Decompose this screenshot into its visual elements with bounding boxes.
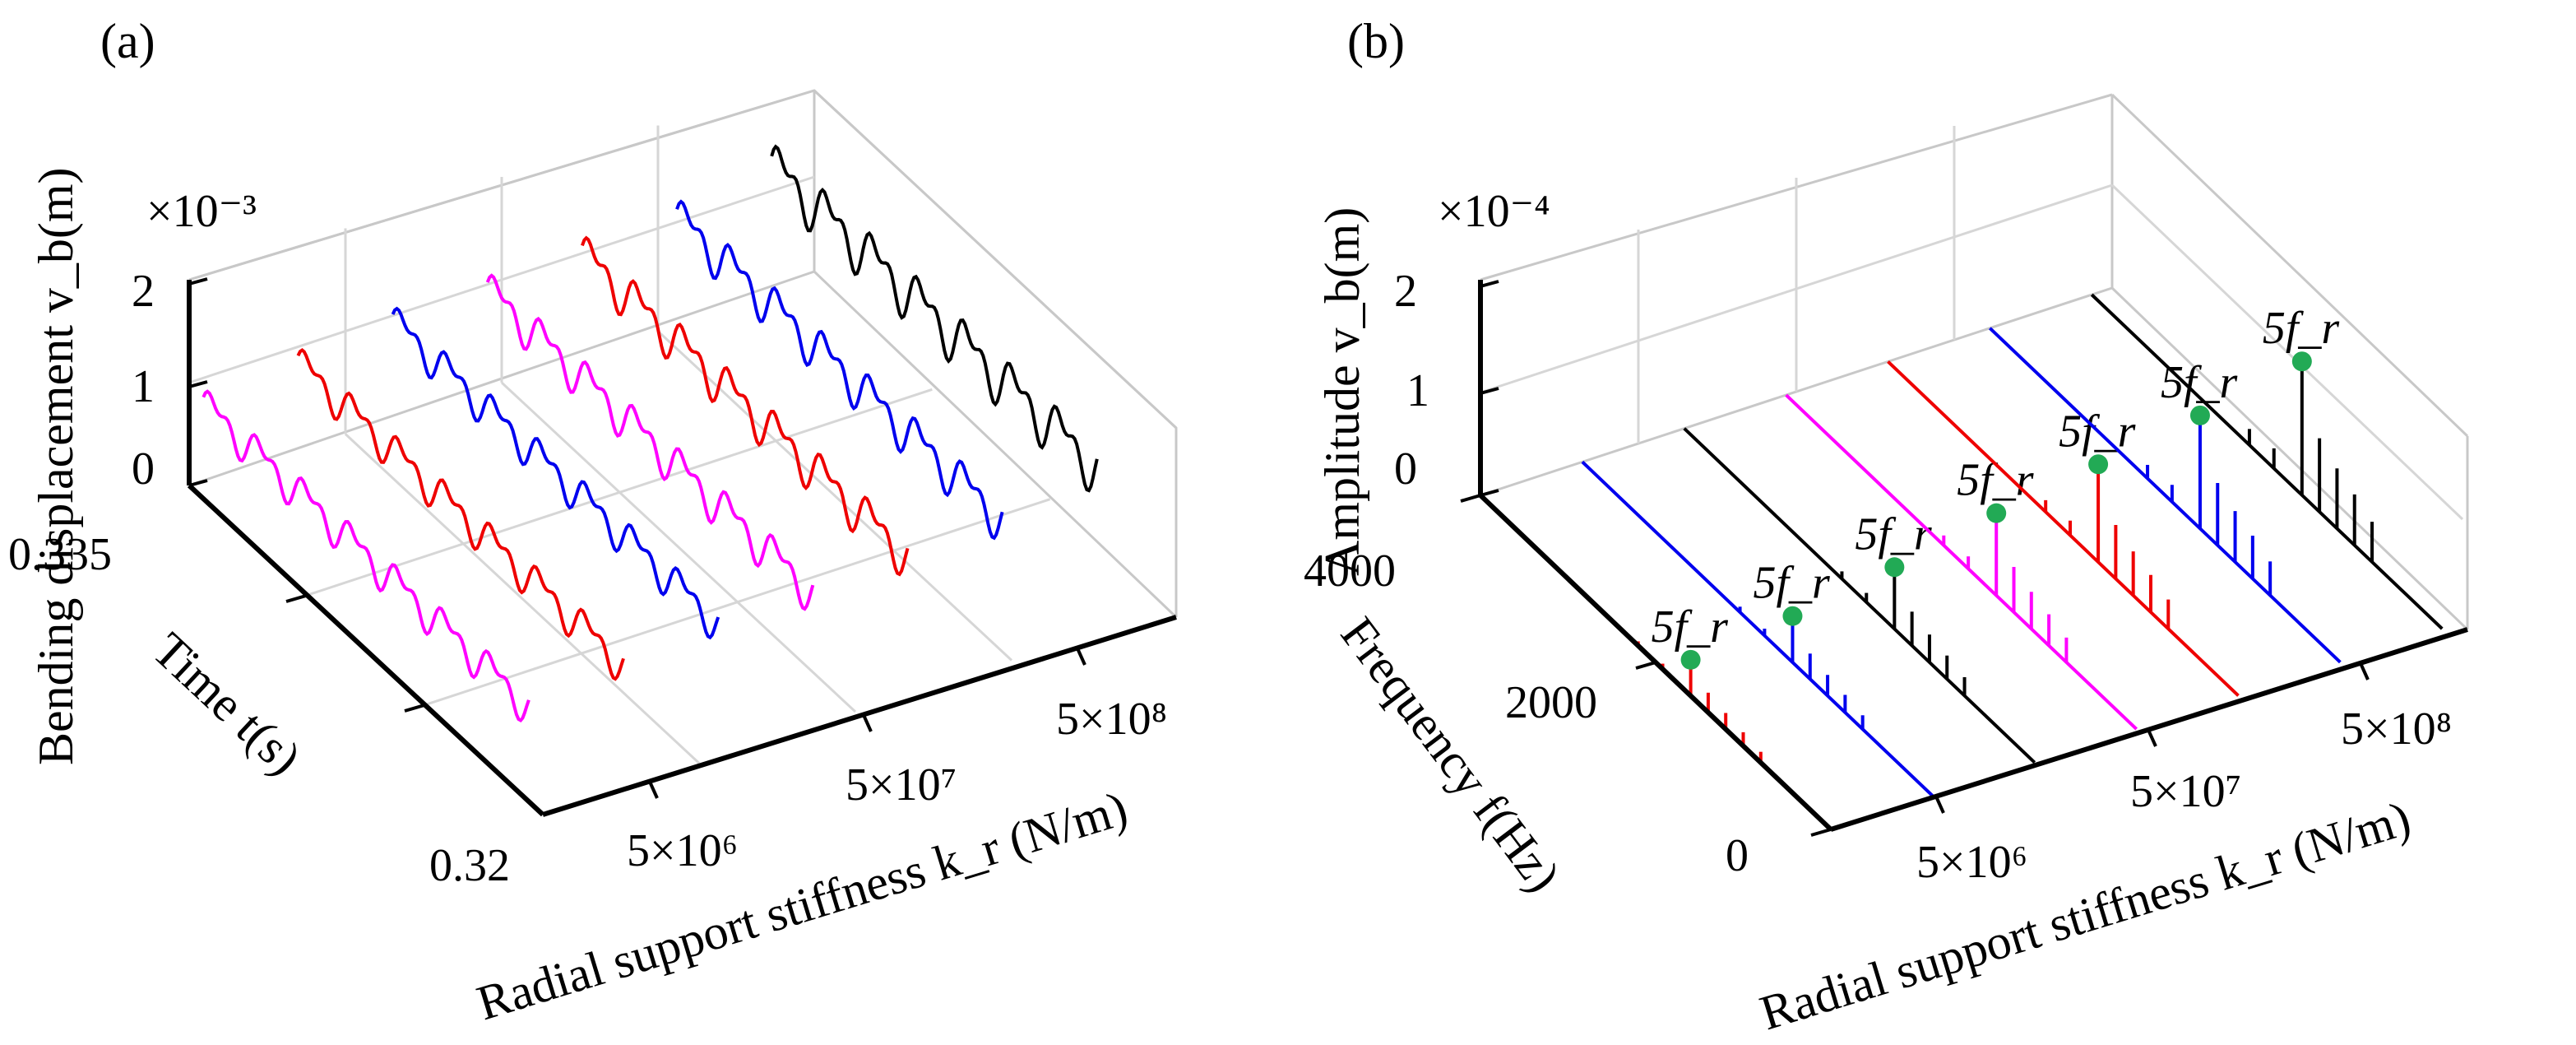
panel-a-stiffness-tick-1 [862, 714, 873, 732]
panel-a-stiffness-tick-label-1: 5×10⁷ [846, 759, 957, 810]
panel-a-z-tick-2 [188, 277, 208, 286]
panel-b-spectrum-baseline-7 [2090, 293, 2444, 630]
panel-b-frequency-tick-label-0: 4000 [1304, 546, 1396, 597]
panel-a-stiffness-tick-2 [1076, 648, 1086, 666]
panel-b-peak-marker-3 [1884, 557, 1905, 578]
panel-b-stiffness-tick-label-2: 5×10⁸ [2341, 704, 2452, 755]
panel-b-grid-line [1480, 183, 2113, 394]
panel-b-z-tick-2 [1480, 280, 1499, 288]
panel-a-z-tick-0 [188, 479, 208, 487]
panel-b-series: 5f_r5f_r5f_r5f_r5f_r5f_r5f_r [1479, 293, 2444, 831]
panel-b-label: (b) [1347, 14, 1405, 68]
panel-b-spectrum-baseline-4 [1785, 393, 2138, 731]
panel-b-z-tick-label-0: 0 [1394, 444, 1417, 495]
panel-a-time-axis [187, 483, 545, 817]
panel-a-z-multiplier: ×10⁻³ [146, 186, 257, 237]
panel-a-grid-line [656, 330, 1013, 662]
panel-b-z-tick-label-1: 1 [1406, 365, 1429, 416]
panel-b-grid [1480, 126, 2464, 521]
panel-a-z-tick-label-0: 0 [132, 444, 155, 495]
panel-b-stiffness-tick-1 [2147, 729, 2157, 747]
panel-b-z-multiplier: ×10⁻⁴ [1438, 186, 1550, 237]
panel-b-stiffness-axis [1830, 627, 2468, 832]
panel-a-floor-right [813, 270, 1178, 619]
panel-b-spectrum-waterfall: (b) ×10⁻⁴ 5f_r5f_r5f_r5f_r5f_r5f_r5f_r 0… [1304, 14, 2469, 1040]
panel-b-stiffness-tick-2 [2359, 662, 2370, 680]
panel-b-peak-marker-5 [2088, 454, 2109, 475]
panel-b-z-axis-label: Amplitude v_b(m) [1315, 207, 1369, 576]
panel-b-peak-marker-6 [2189, 405, 2210, 425]
panel-a-series-line-5 [581, 235, 910, 577]
panel-b-floor-right [2110, 286, 2469, 631]
panel-a-time-tick-0 [285, 594, 307, 603]
panel-b-stiffness-tick-0 [1934, 796, 1945, 814]
panel-b-peak-annotation-7: 5f_r [2263, 303, 2340, 354]
panel-b-box [1479, 93, 2469, 631]
panel-b-frequency-tick-0 [1460, 494, 1481, 503]
panel-a-grid-line [344, 433, 701, 764]
panel-b-spectrum-baseline-2 [1581, 460, 1934, 797]
panel-a-time-waterfall: (a) ×10⁻³ 0 1 2 0.335 0. [8, 14, 1178, 1030]
panel-b-peak-marker-2 [1782, 606, 1803, 626]
panel-a-stiffness-tick-label-0: 5×10⁶ [627, 825, 738, 876]
panel-a-series-line-3 [391, 306, 720, 640]
panel-a-right-top-edge [813, 89, 1178, 430]
panel-a-z-tick-label-2: 2 [132, 266, 155, 317]
panel-a-grid-line [424, 498, 1051, 707]
panel-a-series [202, 144, 1099, 723]
panel-a-time-tick-label-1: 0.32 [429, 840, 510, 891]
panel-a-stiffness-tick-0 [648, 781, 659, 799]
panel-b-frequency-tick-1 [1635, 661, 1656, 670]
panel-b-peak-marker-7 [2291, 351, 2312, 372]
panel-a-stiffness-axis [542, 615, 1177, 817]
panel-b-stiffness-axis-label: Radial support stiffness k_r (N/m) [1754, 791, 2417, 1040]
panel-a-z-tick-label-1: 1 [132, 361, 155, 412]
panel-a-time-tick-1 [404, 704, 425, 713]
panel-a-grid-line [306, 388, 933, 597]
panel-a-label: (a) [100, 14, 155, 68]
panel-b-grid-line [2110, 183, 2464, 521]
panel-a-series-line-4 [485, 273, 815, 611]
panel-b-stiffness-tick-label-1: 5×10⁷ [2130, 766, 2241, 817]
panel-a-z-tick-1 [188, 380, 208, 388]
panel-b-frequency-tick-label-1: 2000 [1505, 677, 1597, 728]
panel-b-z-tick-0 [1480, 489, 1499, 497]
panel-a-grid-line [188, 175, 815, 384]
panel-b-spectrum-baseline-5 [1887, 360, 2240, 697]
panel-a-series-line-7 [770, 144, 1099, 493]
panel-a-time-axis-label: Time t(s) [142, 622, 312, 785]
panel-b-peak-marker-4 [1986, 503, 2007, 523]
panel-b-frequency-tick-2 [1810, 828, 1832, 837]
panel-b-peak-annotation-1: 5f_r [1652, 601, 1729, 653]
panel-a-stiffness-tick-label-2: 5×10⁸ [1056, 694, 1167, 745]
panel-a-series-line-2 [296, 347, 625, 681]
panel-a-series-line-6 [675, 199, 1004, 541]
panel-b-z-tick-label-2: 2 [1394, 266, 1417, 317]
panel-a-z-axis-label: Bending displacement v_b(m) [29, 167, 83, 765]
panel-b-stiffness-tick-label-0: 5×10⁶ [1916, 837, 2027, 888]
panel-b-peak-annotation-3: 5f_r [1855, 509, 1932, 560]
panel-b-spectrum-baseline-6 [1988, 327, 2342, 664]
panel-a-time-tick-label-0: 0.335 [8, 529, 112, 580]
panel-b-z-tick-1 [1480, 387, 1499, 395]
panel-b-spectrum-baseline-3 [1683, 427, 2036, 764]
panel-b-frequency-axis-label: Frequency f(Hz) [1331, 607, 1571, 902]
panel-a-grid [188, 125, 1051, 764]
panel-b-right-top-edge [2110, 93, 2469, 438]
panel-a-stiffness-axis-label: Radial support stiffness k_r (N/m) [471, 781, 1134, 1030]
panel-b-peak-annotation-2: 5f_r [1753, 558, 1830, 609]
panel-a-series-line-1 [202, 389, 530, 723]
panel-b-frequency-tick-label-2: 0 [1726, 830, 1749, 881]
panel-a-grid-line [500, 381, 857, 713]
panel-b-peak-marker-1 [1680, 649, 1701, 670]
panel-b-peak-annotation-6: 5f_r [2161, 357, 2238, 408]
